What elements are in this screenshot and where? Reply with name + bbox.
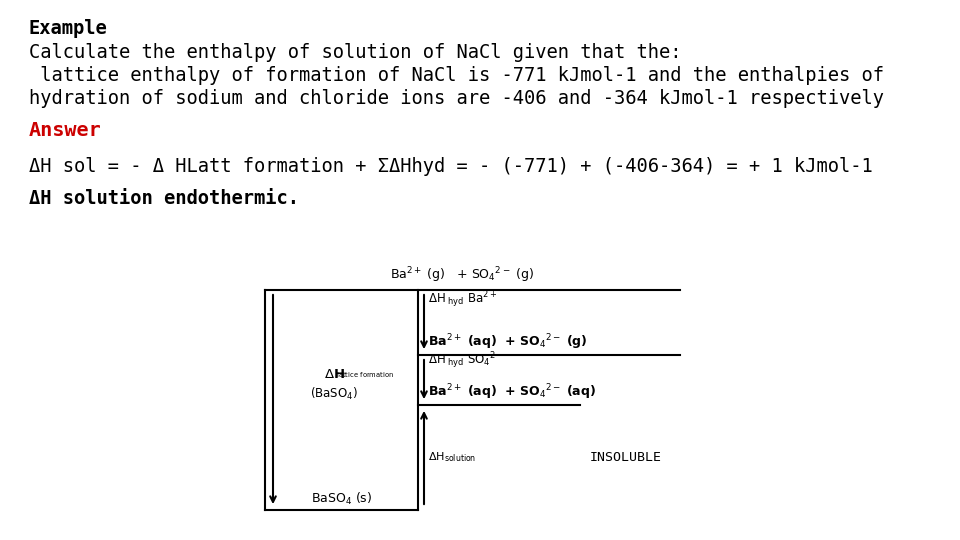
Text: lattice enthalpy of formation of NaCl is -771 kJmol-1 and the enthalpies of: lattice enthalpy of formation of NaCl is… [29, 66, 884, 85]
Text: (BaSO$_4$): (BaSO$_4$) [309, 386, 357, 402]
Text: $\Delta$H$_{\rm \ hyd}$ Ba$^{2+}$: $\Delta$H$_{\rm \ hyd}$ Ba$^{2+}$ [428, 289, 497, 309]
Text: Ba$^{2+}$ (aq)  + SO$_4$$^{2-}$ (g): Ba$^{2+}$ (aq) + SO$_4$$^{2-}$ (g) [428, 333, 588, 352]
Text: $\Delta$H: $\Delta$H [324, 368, 345, 381]
Text: $\Delta$H$_{\rm \ hyd}$ SO$_4$$^{2-}$: $\Delta$H$_{\rm \ hyd}$ SO$_4$$^{2-}$ [428, 350, 504, 371]
Text: $_{\rm lattice\ formation}$: $_{\rm lattice\ formation}$ [337, 370, 395, 380]
Text: Ba$^{2+}$ (aq)  + SO$_4$$^{2-}$ (aq): Ba$^{2+}$ (aq) + SO$_4$$^{2-}$ (aq) [428, 382, 596, 402]
Text: BaSO$_4$ (s): BaSO$_4$ (s) [311, 491, 372, 507]
Text: Ba$^{2+}$ (g)   + SO$_4$$^{2-}$ (g): Ba$^{2+}$ (g) + SO$_4$$^{2-}$ (g) [391, 265, 535, 285]
Text: INSOLUBLE: INSOLUBLE [590, 451, 662, 464]
Text: hydration of sodium and chloride ions are -406 and -364 kJmol-1 respectively: hydration of sodium and chloride ions ar… [29, 89, 884, 107]
Text: Answer: Answer [29, 122, 102, 140]
Text: ΔH sol = - Δ HLatt formation + ΣΔHhyd = - (-771) + (-406-364) = + 1 kJmol-1: ΔH sol = - Δ HLatt formation + ΣΔHhyd = … [29, 157, 873, 176]
Text: $\Delta$H$_{\rm solution}$: $\Delta$H$_{\rm solution}$ [428, 450, 476, 464]
Text: Calculate the enthalpy of solution of NaCl given that the:: Calculate the enthalpy of solution of Na… [29, 43, 682, 62]
Text: ΔH solution endothermic.: ΔH solution endothermic. [29, 189, 299, 208]
Text: Example: Example [29, 19, 108, 38]
